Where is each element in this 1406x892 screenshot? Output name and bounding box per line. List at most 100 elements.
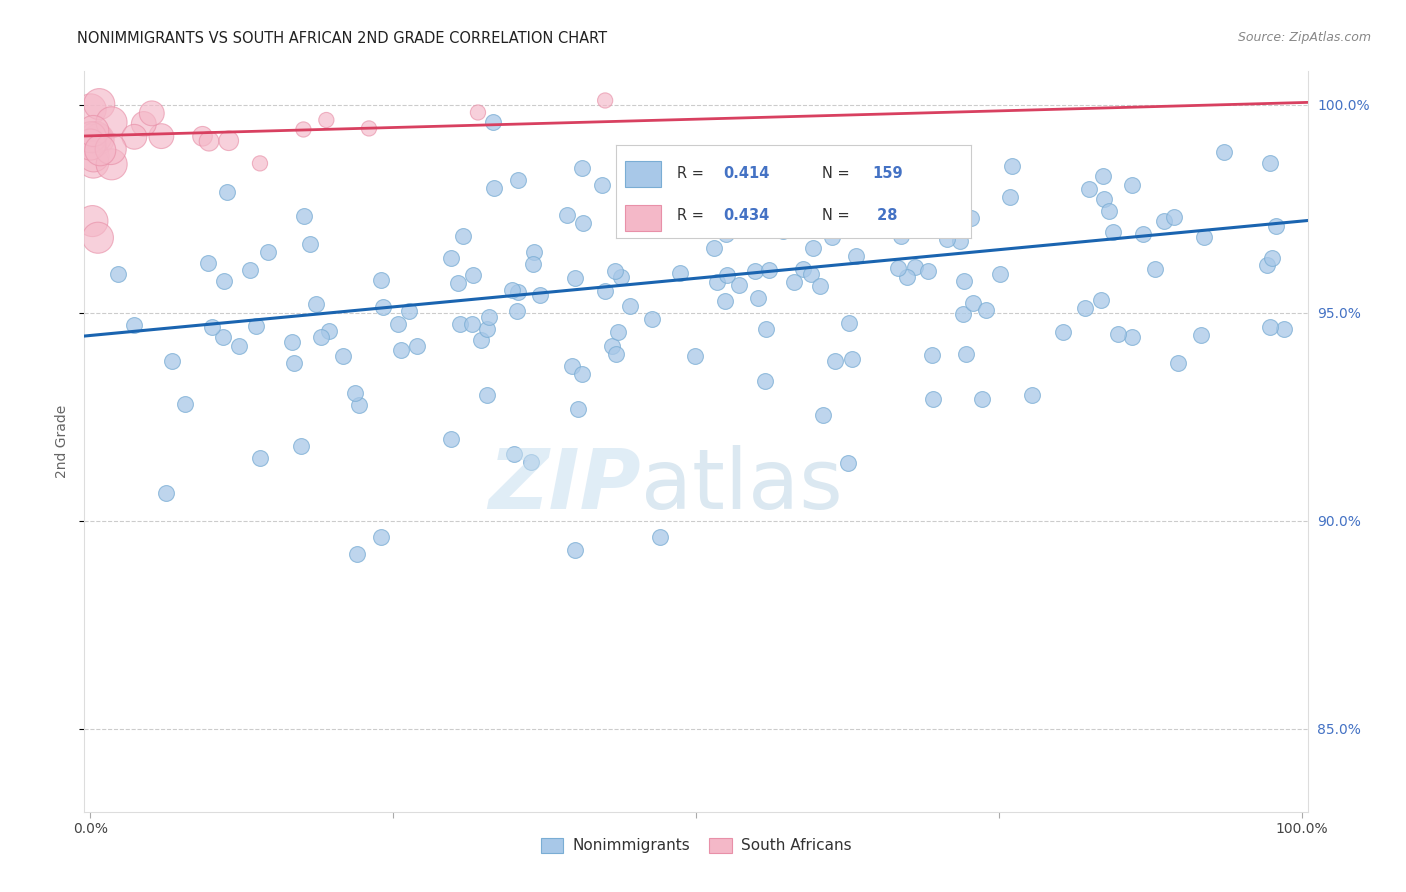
Point	[440, 433, 463, 447]
Point	[824, 353, 846, 368]
Point	[84, 130, 107, 145]
Point	[921, 392, 943, 406]
Point	[1191, 327, 1213, 342]
Point	[522, 257, 544, 271]
Point	[783, 275, 806, 289]
Point	[671, 206, 693, 220]
Point	[370, 530, 392, 544]
Point	[461, 317, 484, 331]
Point	[82, 124, 104, 138]
Point	[988, 267, 1011, 281]
Point	[482, 181, 505, 195]
Point	[371, 300, 394, 314]
Point	[572, 216, 595, 230]
Point	[641, 311, 664, 326]
Point	[838, 316, 860, 330]
Point	[478, 310, 501, 325]
Point	[766, 186, 789, 200]
Point	[887, 260, 910, 275]
Point	[1272, 322, 1295, 336]
Point	[896, 269, 918, 284]
Point	[1167, 355, 1189, 369]
Point	[1212, 145, 1234, 159]
Point	[290, 439, 312, 453]
Point	[1090, 293, 1112, 308]
Point	[1163, 210, 1185, 224]
Point	[808, 279, 831, 293]
Point	[449, 317, 471, 331]
Point	[776, 217, 799, 231]
Point	[523, 245, 546, 260]
Point	[1107, 326, 1129, 341]
Point	[555, 208, 578, 222]
Point	[508, 285, 530, 299]
Point	[755, 321, 778, 335]
Point	[801, 241, 824, 255]
Point	[100, 115, 122, 129]
Point	[1132, 227, 1154, 241]
Point	[298, 237, 321, 252]
Point	[82, 155, 104, 169]
Point	[747, 291, 769, 305]
Point	[477, 322, 499, 336]
Point	[1052, 325, 1074, 339]
Point	[683, 349, 706, 363]
Point	[357, 121, 380, 136]
Point	[506, 173, 529, 187]
Point	[107, 267, 129, 281]
Point	[837, 456, 859, 470]
Point	[564, 270, 586, 285]
Point	[124, 129, 146, 144]
Point	[1077, 182, 1099, 196]
Point	[89, 97, 111, 112]
Point	[249, 156, 271, 170]
Point	[960, 211, 983, 226]
Point	[292, 122, 315, 136]
Point	[921, 348, 943, 362]
Point	[83, 149, 105, 163]
Point	[506, 303, 529, 318]
Point	[703, 241, 725, 255]
Point	[1001, 159, 1024, 173]
Point	[217, 186, 239, 200]
Point	[315, 113, 337, 128]
Point	[122, 318, 145, 333]
Point	[564, 542, 586, 557]
Point	[952, 307, 974, 321]
Point	[150, 129, 173, 144]
Text: ZIP: ZIP	[488, 445, 641, 526]
Point	[470, 333, 492, 347]
Point	[502, 283, 524, 297]
Point	[591, 178, 613, 193]
Point	[571, 368, 593, 382]
Point	[974, 303, 997, 318]
Point	[904, 260, 927, 274]
Point	[520, 455, 543, 469]
Point	[80, 130, 103, 145]
Point	[1021, 388, 1043, 402]
Point	[792, 261, 814, 276]
Point	[917, 263, 939, 277]
Point	[257, 244, 280, 259]
Point	[198, 134, 221, 148]
Point	[1092, 192, 1115, 206]
Point	[561, 359, 583, 374]
Point	[467, 105, 489, 120]
Point	[155, 486, 177, 500]
Point	[970, 392, 993, 406]
Point	[915, 209, 938, 223]
Point	[1261, 252, 1284, 266]
Point	[668, 266, 690, 280]
Point	[606, 325, 628, 339]
Point	[890, 229, 912, 244]
Point	[503, 447, 526, 461]
Point	[214, 274, 236, 288]
Point	[841, 352, 863, 367]
Point	[752, 218, 775, 232]
Point	[80, 103, 103, 117]
Point	[1194, 230, 1216, 244]
Point	[962, 296, 984, 310]
Point	[728, 165, 751, 179]
Point	[593, 284, 616, 298]
Text: Source: ZipAtlas.com: Source: ZipAtlas.com	[1237, 31, 1371, 45]
